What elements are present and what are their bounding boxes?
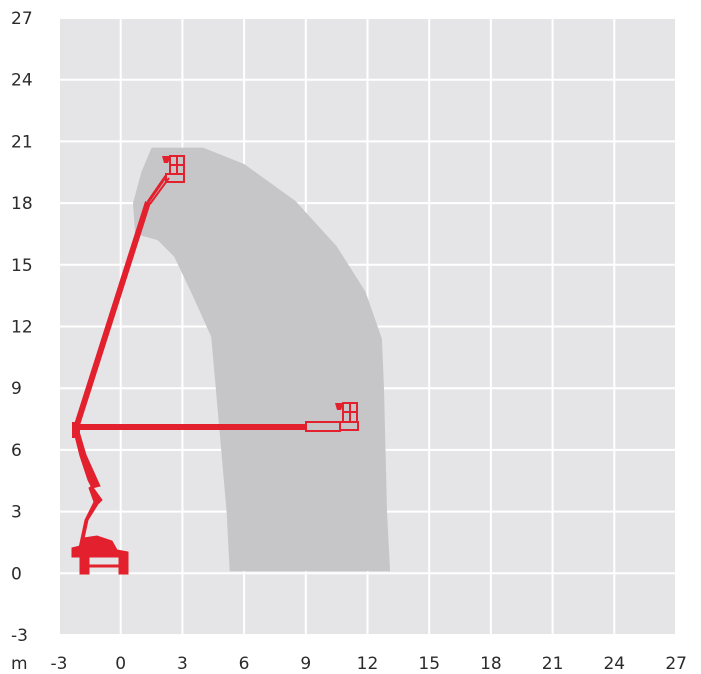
platform-basket-raised (165, 155, 185, 183)
lower-boom-lower-arm (78, 485, 103, 549)
y-tick-label: 24 (11, 71, 33, 91)
x-tick-label: 18 (480, 654, 502, 674)
telescopic-boom-raised (73, 155, 185, 429)
x-tick-label: 24 (603, 654, 625, 674)
y-tick-label: 15 (11, 256, 33, 276)
y-tick-label: 6 (11, 441, 22, 461)
y-tick-label: -3 (11, 626, 28, 646)
platform-basket-horizontal (339, 402, 359, 431)
x-axis-unit-label: m (11, 654, 28, 674)
x-tick-label: 27 (665, 654, 687, 674)
x-tick-label: 21 (542, 654, 564, 674)
x-axis-tick-labels: -3 0 3 6 9 12 15 18 21 24 27 (51, 654, 687, 674)
y-tick-label: 18 (11, 194, 33, 214)
right-wheel (118, 555, 129, 575)
y-tick-label: 0 (11, 564, 22, 584)
y-tick-label: 21 (11, 132, 33, 152)
y-axis-tick-labels: -3 0 3 6 9 12 15 18 21 24 27 (11, 9, 33, 646)
platform-controls-horizontal (335, 403, 344, 410)
y-tick-label: 27 (11, 9, 33, 29)
telescopic-boom-horizontal (72, 402, 359, 438)
aerial-platform-machine (71, 155, 359, 575)
y-tick-label: 9 (11, 379, 22, 399)
x-tick-label: 12 (357, 654, 379, 674)
x-tick-label: 15 (418, 654, 440, 674)
x-tick-label: 0 (115, 654, 126, 674)
left-wheel (79, 555, 90, 575)
x-tick-label: 6 (239, 654, 250, 674)
y-tick-label: 12 (11, 318, 33, 338)
y-tick-label: 3 (11, 503, 22, 523)
platform-controls-raised (162, 156, 171, 163)
machine-base (71, 535, 129, 575)
x-tick-label: 9 (300, 654, 311, 674)
working-envelope (133, 147, 391, 572)
x-tick-label: -3 (51, 654, 68, 674)
x-tick-label: 3 (177, 654, 188, 674)
